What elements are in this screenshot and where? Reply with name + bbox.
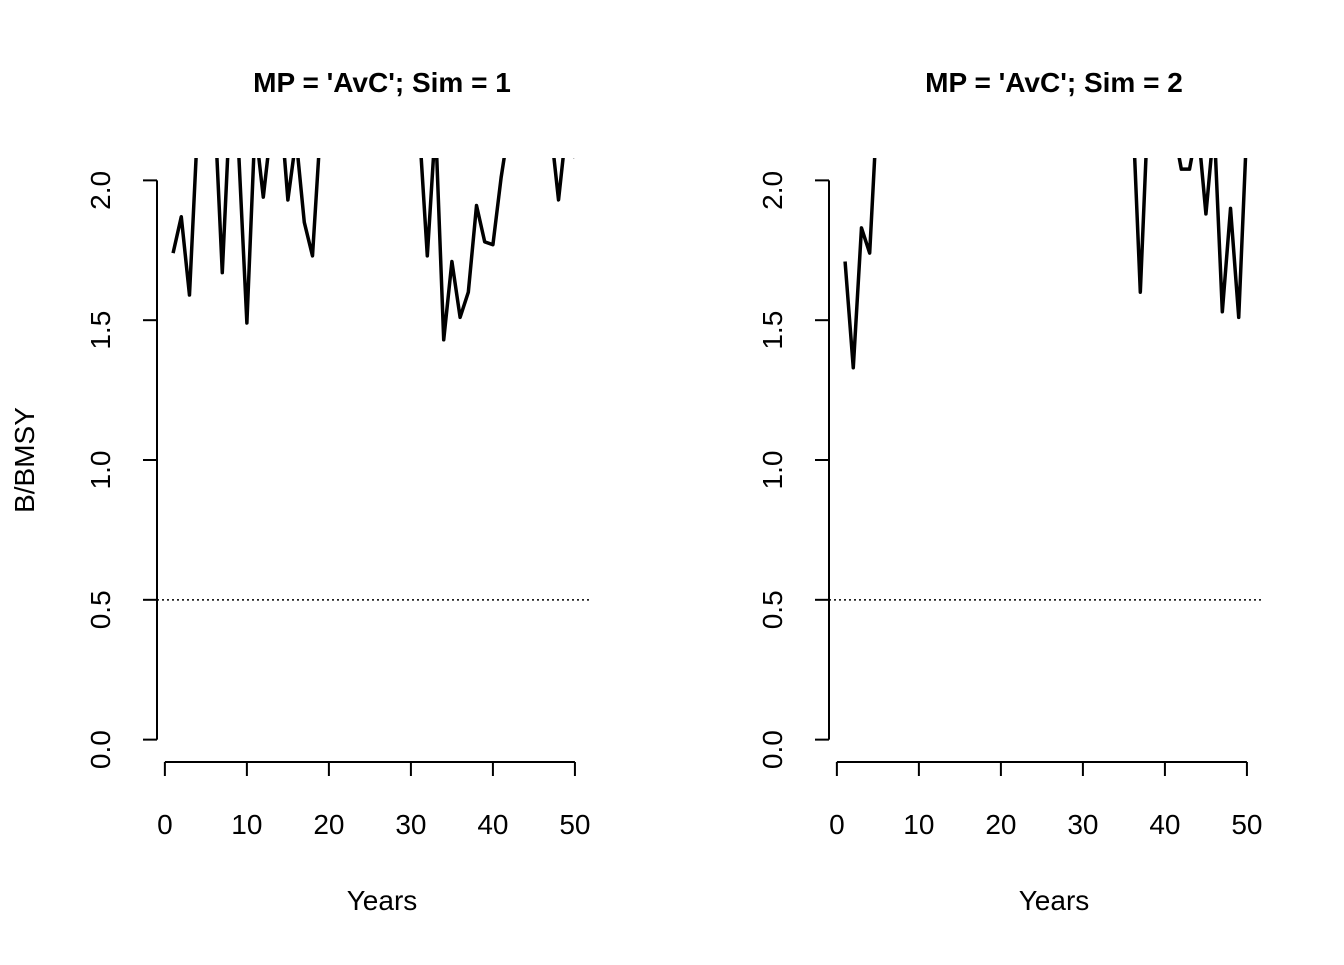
x-tick-label: 0 <box>829 809 845 840</box>
x-tick-label: 10 <box>231 809 262 840</box>
y-tick-label: 1.0 <box>757 451 788 490</box>
x-axis-label: Years <box>1019 885 1090 916</box>
x-tick-label: 40 <box>1149 809 1180 840</box>
x-tick-label: 0 <box>157 809 173 840</box>
data-line <box>171 158 575 342</box>
y-tick-label: 0.5 <box>85 590 116 629</box>
y-tick-label: 1.0 <box>85 451 116 490</box>
chart-title: MP = 'AvC'; Sim = 1 <box>253 67 511 98</box>
y-tick-label: 0.5 <box>757 590 788 629</box>
y-tick-label: 1.5 <box>757 311 788 350</box>
y-tick-label: 2.0 <box>757 171 788 210</box>
y-tick-label: 2.0 <box>85 171 116 210</box>
x-tick-label: 50 <box>559 809 590 840</box>
y-axis-label: B/BMSY <box>9 407 40 513</box>
x-tick-label: 10 <box>903 809 934 840</box>
plot-area <box>157 158 591 601</box>
x-tick-label: 30 <box>395 809 426 840</box>
y-tick-label: 1.5 <box>85 311 116 350</box>
x-axis-label: Years <box>347 885 418 916</box>
x-tick-label: 20 <box>313 809 344 840</box>
data-line <box>843 158 1248 370</box>
x-tick-label: 30 <box>1067 809 1098 840</box>
chart-title: MP = 'AvC'; Sim = 2 <box>925 67 1183 98</box>
x-tick-label: 40 <box>477 809 508 840</box>
y-tick-label: 0.0 <box>757 730 788 769</box>
y-tick-label: 0.0 <box>85 730 116 769</box>
plot-area <box>829 158 1263 601</box>
x-tick-label: 50 <box>1231 809 1262 840</box>
x-tick-label: 20 <box>985 809 1016 840</box>
